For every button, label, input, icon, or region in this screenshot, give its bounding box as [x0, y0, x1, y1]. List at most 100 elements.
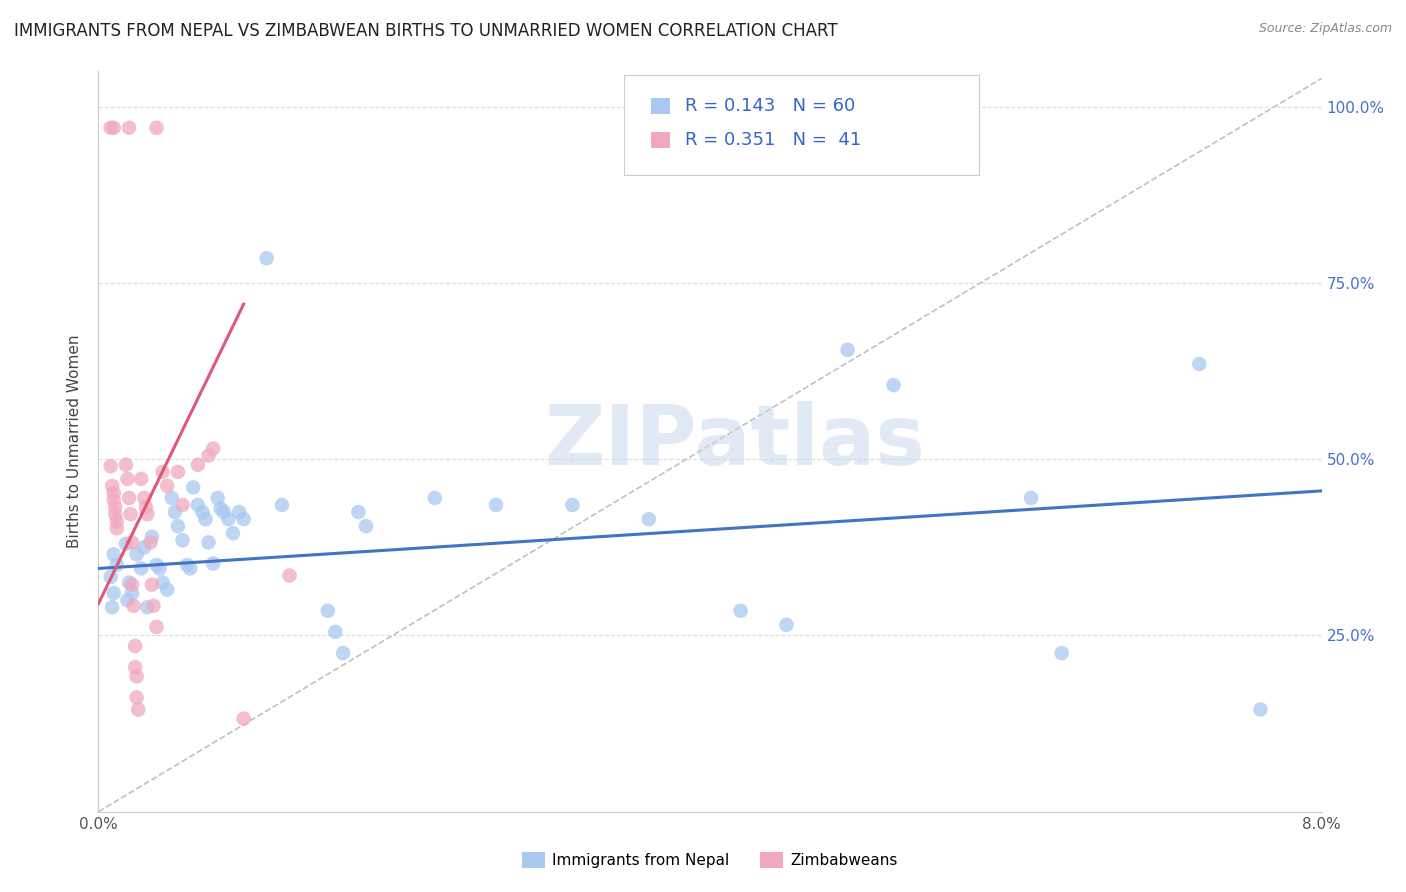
Point — [256, 251, 278, 265]
Point — [118, 120, 141, 135]
Point — [134, 541, 156, 555]
Point — [187, 458, 209, 472]
Point — [354, 519, 377, 533]
Point — [103, 486, 125, 500]
Point — [1188, 357, 1211, 371]
Point — [124, 660, 146, 674]
Point — [121, 586, 143, 600]
Point — [121, 577, 143, 591]
Point — [118, 491, 141, 505]
Point — [163, 505, 186, 519]
Point — [125, 547, 148, 561]
Point — [181, 480, 204, 494]
Point — [145, 558, 167, 572]
Point — [125, 690, 148, 705]
Point — [152, 575, 174, 590]
Point — [136, 600, 159, 615]
Point — [149, 561, 172, 575]
Point — [100, 120, 122, 135]
Y-axis label: Births to Unmarried Women: Births to Unmarried Women — [67, 334, 83, 549]
Point — [228, 505, 250, 519]
Point — [103, 493, 125, 508]
Point — [232, 512, 254, 526]
Point — [637, 512, 661, 526]
Point — [347, 505, 370, 519]
Text: ZIPatlas: ZIPatlas — [544, 401, 925, 482]
Point — [141, 577, 163, 591]
Point — [135, 500, 157, 515]
Point — [1050, 646, 1073, 660]
FancyBboxPatch shape — [651, 98, 671, 114]
Point — [167, 519, 190, 533]
Point — [117, 593, 139, 607]
Point — [115, 458, 138, 472]
Point — [167, 465, 190, 479]
Point — [121, 535, 143, 549]
Point — [142, 599, 165, 613]
Point — [134, 491, 156, 505]
Point — [100, 570, 122, 584]
Point — [197, 449, 219, 463]
Point — [122, 599, 145, 613]
Point — [145, 620, 167, 634]
Point — [202, 442, 225, 456]
Point — [316, 604, 339, 618]
Point — [232, 712, 254, 726]
Point — [118, 575, 141, 590]
Point — [101, 600, 124, 615]
Point — [172, 533, 194, 548]
Point — [172, 498, 194, 512]
Point — [194, 512, 217, 526]
Point — [100, 459, 122, 474]
Point — [127, 702, 149, 716]
Legend: Immigrants from Nepal, Zimbabweans: Immigrants from Nepal, Zimbabweans — [516, 847, 904, 874]
Point — [105, 521, 128, 535]
Point — [129, 561, 152, 575]
Point — [176, 558, 198, 572]
Point — [105, 514, 128, 528]
Point — [191, 505, 214, 519]
Point — [325, 624, 347, 639]
Point — [145, 120, 167, 135]
Point — [837, 343, 859, 357]
Point — [136, 507, 159, 521]
Point — [104, 500, 127, 515]
Point — [212, 505, 235, 519]
Point — [485, 498, 508, 512]
Point — [1019, 491, 1042, 505]
Point — [187, 498, 209, 512]
Point — [561, 498, 583, 512]
Point — [278, 568, 301, 582]
Point — [103, 120, 125, 135]
Point — [156, 479, 179, 493]
Point — [209, 501, 232, 516]
Point — [103, 547, 125, 561]
Text: R = 0.143   N = 60: R = 0.143 N = 60 — [685, 97, 855, 115]
Point — [152, 465, 174, 479]
FancyBboxPatch shape — [651, 132, 671, 148]
Point — [160, 491, 183, 505]
Point — [270, 498, 294, 512]
Point — [730, 604, 752, 618]
Point — [423, 491, 446, 505]
Point — [202, 557, 225, 571]
Point — [120, 507, 142, 521]
Point — [103, 586, 125, 600]
Point — [139, 535, 162, 549]
Point — [101, 479, 124, 493]
Point — [332, 646, 354, 660]
Point — [1249, 702, 1271, 716]
Point — [129, 472, 152, 486]
FancyBboxPatch shape — [624, 75, 979, 175]
Point — [222, 526, 245, 541]
Point — [125, 669, 148, 683]
Point — [104, 507, 127, 521]
Point — [207, 491, 229, 505]
Text: Source: ZipAtlas.com: Source: ZipAtlas.com — [1258, 22, 1392, 36]
Text: IMMIGRANTS FROM NEPAL VS ZIMBABWEAN BIRTHS TO UNMARRIED WOMEN CORRELATION CHART: IMMIGRANTS FROM NEPAL VS ZIMBABWEAN BIRT… — [14, 22, 838, 40]
Point — [141, 530, 163, 544]
Point — [156, 582, 179, 597]
Point — [105, 558, 128, 572]
Point — [179, 561, 201, 575]
Text: R = 0.351   N =  41: R = 0.351 N = 41 — [685, 131, 860, 149]
